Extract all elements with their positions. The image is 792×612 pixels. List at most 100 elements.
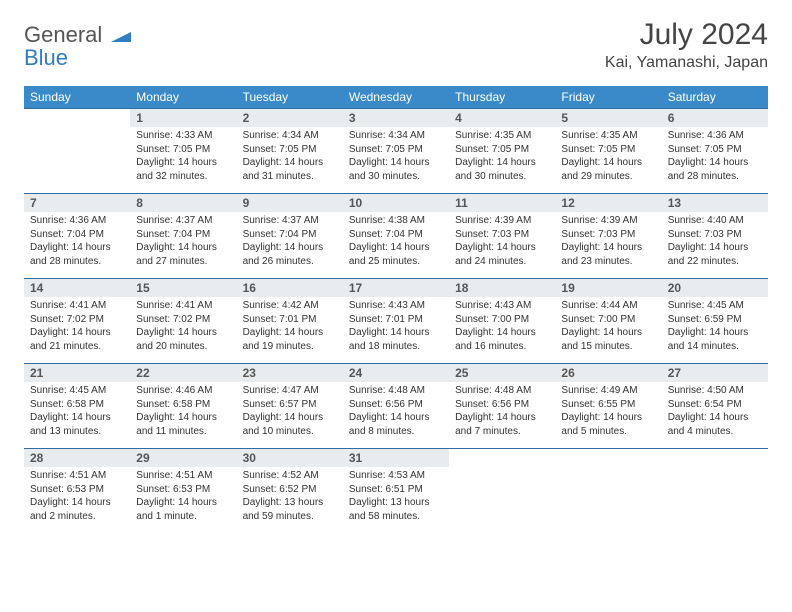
sunrise-text: Sunrise: 4:53 AM [349, 469, 443, 483]
sunset-text: Sunset: 7:04 PM [349, 228, 443, 242]
sunrise-text: Sunrise: 4:39 AM [455, 214, 549, 228]
day-number-cell: 15 [130, 279, 236, 298]
daylight-text: Daylight: 14 hours and 31 minutes. [243, 156, 337, 183]
day-content-cell: Sunrise: 4:47 AMSunset: 6:57 PMDaylight:… [237, 382, 343, 449]
daylight-text: Daylight: 14 hours and 7 minutes. [455, 411, 549, 438]
sunset-text: Sunset: 6:55 PM [561, 398, 655, 412]
day-content-cell: Sunrise: 4:33 AMSunset: 7:05 PMDaylight:… [130, 127, 236, 194]
day-number-cell: 30 [237, 449, 343, 468]
daylight-text: Daylight: 14 hours and 10 minutes. [243, 411, 337, 438]
day-number-cell: 11 [449, 194, 555, 213]
day-content-cell: Sunrise: 4:45 AMSunset: 6:58 PMDaylight:… [24, 382, 130, 449]
brand-logo: General Blue [24, 24, 131, 70]
sunset-text: Sunset: 7:00 PM [455, 313, 549, 327]
day-number-cell: 16 [237, 279, 343, 298]
day-number-row: 21222324252627 [24, 364, 768, 383]
sunrise-text: Sunrise: 4:34 AM [349, 129, 443, 143]
brand-text: General Blue [24, 24, 131, 70]
sunset-text: Sunset: 7:05 PM [349, 143, 443, 157]
daylight-text: Daylight: 13 hours and 59 minutes. [243, 496, 337, 523]
sunrise-text: Sunrise: 4:36 AM [668, 129, 762, 143]
day-content-cell: Sunrise: 4:44 AMSunset: 7:00 PMDaylight:… [555, 297, 661, 364]
day-number-cell: 22 [130, 364, 236, 383]
day-content-cell: Sunrise: 4:34 AMSunset: 7:05 PMDaylight:… [237, 127, 343, 194]
day-content-cell: Sunrise: 4:35 AMSunset: 7:05 PMDaylight:… [449, 127, 555, 194]
day-content-cell: Sunrise: 4:49 AMSunset: 6:55 PMDaylight:… [555, 382, 661, 449]
content-row: Sunrise: 4:33 AMSunset: 7:05 PMDaylight:… [24, 127, 768, 194]
day-number-cell: 26 [555, 364, 661, 383]
sunset-text: Sunset: 7:04 PM [30, 228, 124, 242]
sunset-text: Sunset: 6:58 PM [30, 398, 124, 412]
daylight-text: Daylight: 14 hours and 1 minute. [136, 496, 230, 523]
day-number-cell: 5 [555, 109, 661, 128]
sunset-text: Sunset: 6:56 PM [349, 398, 443, 412]
day-number-cell: 14 [24, 279, 130, 298]
day-content-cell: Sunrise: 4:34 AMSunset: 7:05 PMDaylight:… [343, 127, 449, 194]
day-content-cell: Sunrise: 4:36 AMSunset: 7:05 PMDaylight:… [662, 127, 768, 194]
day-content-cell: Sunrise: 4:48 AMSunset: 6:56 PMDaylight:… [343, 382, 449, 449]
day-number-cell: 27 [662, 364, 768, 383]
day-content-cell: Sunrise: 4:38 AMSunset: 7:04 PMDaylight:… [343, 212, 449, 279]
daylight-text: Daylight: 14 hours and 30 minutes. [455, 156, 549, 183]
title-block: July 2024 Kai, Yamanashi, Japan [605, 18, 768, 72]
day-content-cell: Sunrise: 4:39 AMSunset: 7:03 PMDaylight:… [449, 212, 555, 279]
sunset-text: Sunset: 6:52 PM [243, 483, 337, 497]
sunrise-text: Sunrise: 4:33 AM [136, 129, 230, 143]
sunrise-text: Sunrise: 4:44 AM [561, 299, 655, 313]
sunset-text: Sunset: 7:03 PM [668, 228, 762, 242]
sunrise-text: Sunrise: 4:34 AM [243, 129, 337, 143]
day-number-cell [24, 109, 130, 128]
brand-word2: Blue [24, 45, 68, 70]
weekday-header: Sunday [24, 86, 130, 109]
day-number-cell: 2 [237, 109, 343, 128]
day-number-cell: 29 [130, 449, 236, 468]
day-content-cell: Sunrise: 4:42 AMSunset: 7:01 PMDaylight:… [237, 297, 343, 364]
sunset-text: Sunset: 7:04 PM [136, 228, 230, 242]
sunset-text: Sunset: 6:54 PM [668, 398, 762, 412]
day-content-cell: Sunrise: 4:35 AMSunset: 7:05 PMDaylight:… [555, 127, 661, 194]
sunrise-text: Sunrise: 4:38 AM [349, 214, 443, 228]
weekday-header: Thursday [449, 86, 555, 109]
sunrise-text: Sunrise: 4:45 AM [668, 299, 762, 313]
sunset-text: Sunset: 6:57 PM [243, 398, 337, 412]
day-content-cell: Sunrise: 4:43 AMSunset: 7:00 PMDaylight:… [449, 297, 555, 364]
sunrise-text: Sunrise: 4:51 AM [30, 469, 124, 483]
day-number-cell: 20 [662, 279, 768, 298]
calendar-table: Sunday Monday Tuesday Wednesday Thursday… [24, 86, 768, 533]
sunset-text: Sunset: 7:05 PM [561, 143, 655, 157]
sunrise-text: Sunrise: 4:35 AM [561, 129, 655, 143]
sunset-text: Sunset: 7:03 PM [561, 228, 655, 242]
daylight-text: Daylight: 14 hours and 14 minutes. [668, 326, 762, 353]
sunrise-text: Sunrise: 4:51 AM [136, 469, 230, 483]
sunset-text: Sunset: 7:02 PM [30, 313, 124, 327]
day-content-cell [555, 467, 661, 533]
content-row: Sunrise: 4:36 AMSunset: 7:04 PMDaylight:… [24, 212, 768, 279]
day-number-cell: 6 [662, 109, 768, 128]
weekday-header: Monday [130, 86, 236, 109]
sunrise-text: Sunrise: 4:50 AM [668, 384, 762, 398]
daylight-text: Daylight: 14 hours and 24 minutes. [455, 241, 549, 268]
day-content-cell: Sunrise: 4:36 AMSunset: 7:04 PMDaylight:… [24, 212, 130, 279]
day-number-cell: 18 [449, 279, 555, 298]
sunset-text: Sunset: 7:05 PM [136, 143, 230, 157]
sunrise-text: Sunrise: 4:37 AM [136, 214, 230, 228]
sunset-text: Sunset: 6:59 PM [668, 313, 762, 327]
content-row: Sunrise: 4:45 AMSunset: 6:58 PMDaylight:… [24, 382, 768, 449]
daylight-text: Daylight: 14 hours and 15 minutes. [561, 326, 655, 353]
day-number-cell: 28 [24, 449, 130, 468]
daylight-text: Daylight: 14 hours and 23 minutes. [561, 241, 655, 268]
daylight-text: Daylight: 14 hours and 28 minutes. [30, 241, 124, 268]
brand-mark-icon [111, 28, 131, 42]
sunset-text: Sunset: 7:02 PM [136, 313, 230, 327]
sunrise-text: Sunrise: 4:48 AM [455, 384, 549, 398]
sunrise-text: Sunrise: 4:39 AM [561, 214, 655, 228]
day-content-cell: Sunrise: 4:45 AMSunset: 6:59 PMDaylight:… [662, 297, 768, 364]
sunset-text: Sunset: 6:56 PM [455, 398, 549, 412]
brand-word1: General [24, 22, 102, 47]
daylight-text: Daylight: 14 hours and 8 minutes. [349, 411, 443, 438]
daylight-text: Daylight: 14 hours and 2 minutes. [30, 496, 124, 523]
sunrise-text: Sunrise: 4:47 AM [243, 384, 337, 398]
day-content-cell: Sunrise: 4:37 AMSunset: 7:04 PMDaylight:… [237, 212, 343, 279]
sunset-text: Sunset: 6:51 PM [349, 483, 443, 497]
sunrise-text: Sunrise: 4:52 AM [243, 469, 337, 483]
